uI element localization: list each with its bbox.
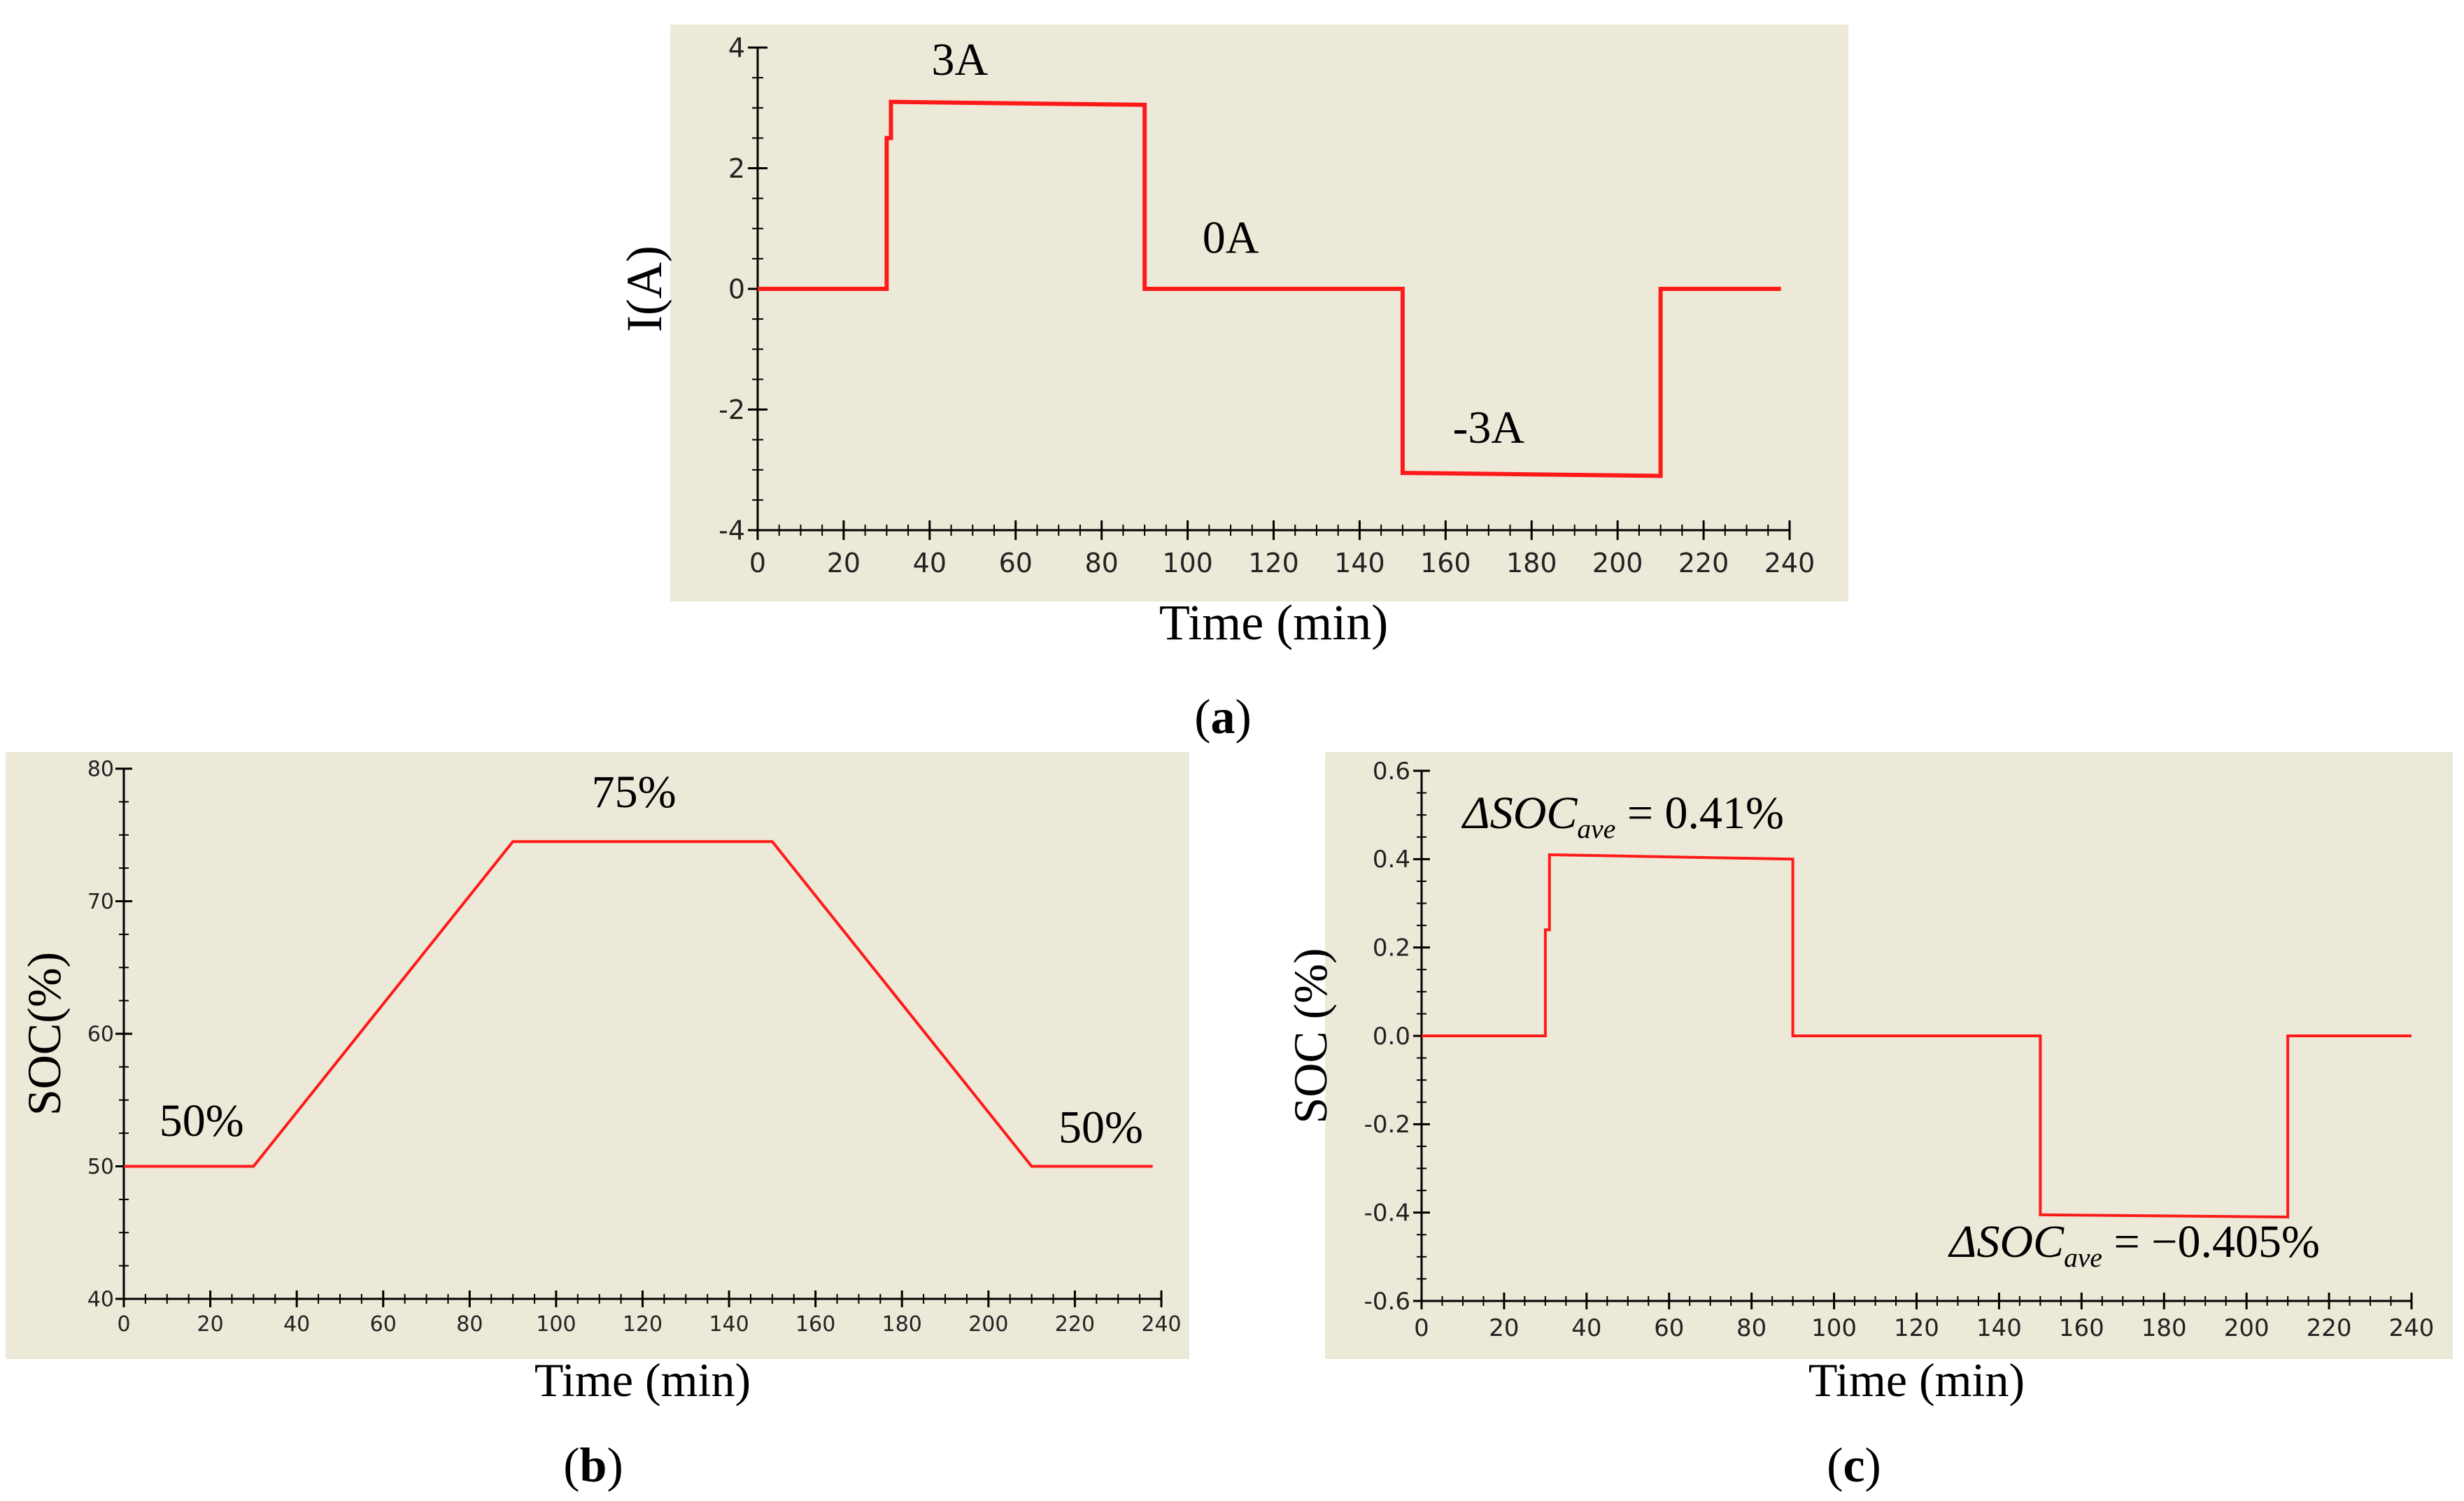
x-tick-label: 120 (1248, 548, 1299, 578)
y-tick-label: -0.2 (1364, 1111, 1410, 1139)
value-annotation: 75% (592, 767, 677, 818)
x-tick-label: 200 (1592, 548, 1643, 578)
x-tick-label: 140 (709, 1312, 749, 1337)
panel-c-background (1325, 752, 2453, 1359)
chart-panel-b: 0 20 40 60 80 100 120 140 160 180 200 220 240 40 50 60 7… (17, 757, 1182, 1493)
panel-label: (b) (563, 1439, 623, 1493)
y-tick-label: -2 (718, 394, 745, 425)
x-tick-label: 180 (1506, 548, 1557, 578)
y-tick-label: 70 (87, 890, 114, 914)
x-tick-label: 200 (968, 1312, 1008, 1337)
x-tick-label: 80 (1736, 1314, 1766, 1342)
value-annotation: 50% (160, 1095, 244, 1146)
x-tick-label: 40 (913, 548, 947, 578)
x-tick-label: 0 (749, 548, 766, 578)
x-tick-label: 160 (2059, 1314, 2104, 1342)
x-tick-label: 240 (1764, 548, 1815, 578)
series-line (758, 99, 1781, 478)
y-tick-label: -4 (718, 515, 745, 546)
x-tick-label: 240 (2389, 1314, 2435, 1342)
x-tick-label: 200 (2224, 1314, 2270, 1342)
value-annotation: -3A (1452, 402, 1524, 453)
y-tick-label: 0.2 (1373, 934, 1410, 962)
series-line (124, 840, 1153, 1168)
x-tick-label: 160 (795, 1312, 835, 1337)
value-annotation: 3A (932, 34, 989, 85)
y-tick-label: -0.6 (1364, 1288, 1410, 1316)
y-tick-label: -0.4 (1364, 1200, 1410, 1228)
value-annotation: ΔSOCave = −0.405% (1948, 1216, 2320, 1273)
x-axis-title: Time (min) (1159, 595, 1388, 650)
panel-label: (c) (1827, 1439, 1881, 1493)
x-tick-label: 140 (1334, 548, 1385, 578)
x-tick-label: 20 (827, 548, 861, 578)
y-tick-label: 80 (87, 757, 114, 782)
x-tick-label: 80 (456, 1312, 483, 1337)
y-tick-label: 60 (87, 1023, 114, 1047)
panel-b-background (6, 752, 1189, 1359)
y-axis-title: SOC (%) (1284, 948, 1337, 1123)
y-axis-title: SOC(%) (17, 952, 71, 1116)
x-tick-label: 20 (1489, 1314, 1519, 1342)
x-tick-label: 40 (283, 1312, 310, 1337)
x-tick-label: 180 (882, 1312, 922, 1337)
y-tick-label: 4 (728, 32, 745, 63)
x-tick-label: 120 (623, 1312, 663, 1337)
x-tick-label: 180 (2141, 1314, 2187, 1342)
x-axis-title: Time (min) (1808, 1353, 2025, 1407)
y-tick-label: 0.0 (1373, 1023, 1410, 1051)
x-tick-label: 60 (1654, 1314, 1684, 1342)
value-annotation: ΔSOCave = 0.41% (1461, 788, 1784, 844)
panel-label: (a) (1194, 690, 1252, 744)
value-annotation: 0A (1203, 212, 1259, 263)
y-tick-label: 0.4 (1373, 846, 1410, 874)
x-tick-label: 0 (1414, 1314, 1429, 1342)
x-tick-label: 220 (1678, 548, 1729, 578)
x-tick-label: 60 (999, 548, 1033, 578)
y-axis-title: I(A) (616, 246, 672, 332)
chart-panel-a: 0 20 40 60 80 100 120 140 160 180 200 220 240 -4 -2 0 2 4… (616, 32, 1815, 744)
x-axis-title: Time (min) (534, 1353, 751, 1407)
y-tick-label: 40 (87, 1288, 114, 1312)
chart-panel-c: 0 20 40 60 80 100 120 140 160 180 200 220 240 -0.6 -0.… (1284, 757, 2435, 1493)
x-tick-label: 80 (1084, 548, 1118, 578)
x-tick-label: 40 (1571, 1314, 1601, 1342)
x-tick-label: 160 (1420, 548, 1471, 578)
value-annotation: 50% (1058, 1102, 1143, 1153)
x-tick-label: 60 (370, 1312, 397, 1337)
panel-a-background (670, 24, 1848, 602)
series-line (1422, 853, 2412, 1219)
x-tick-label: 100 (536, 1312, 576, 1337)
x-tick-label: 100 (1162, 548, 1213, 578)
y-tick-label: 50 (87, 1155, 114, 1179)
x-tick-label: 0 (117, 1312, 130, 1337)
x-tick-label: 120 (1894, 1314, 1939, 1342)
x-tick-label: 220 (1055, 1312, 1095, 1337)
x-tick-label: 220 (2307, 1314, 2352, 1342)
x-tick-label: 240 (1141, 1312, 1181, 1337)
y-tick-label: 0.6 (1373, 757, 1410, 785)
x-tick-label: 20 (197, 1312, 223, 1337)
y-tick-label: 2 (728, 153, 745, 184)
x-tick-label: 140 (1976, 1314, 2022, 1342)
y-tick-label: 0 (728, 273, 745, 304)
x-tick-label: 100 (1811, 1314, 1857, 1342)
